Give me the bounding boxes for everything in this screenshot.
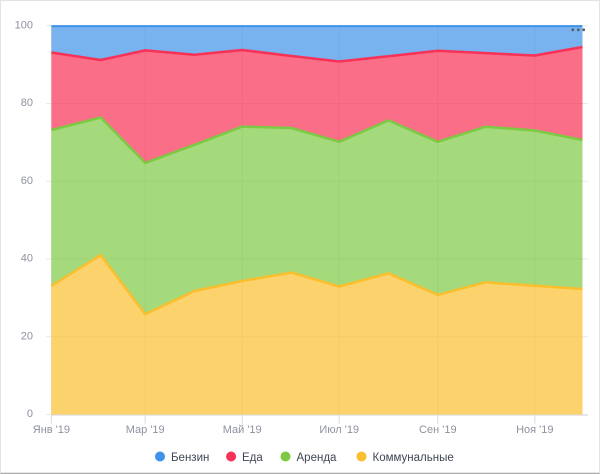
svg-text:Еда: Еда bbox=[242, 452, 263, 464]
svg-text:100: 100 bbox=[15, 19, 33, 31]
svg-text:80: 80 bbox=[21, 97, 33, 109]
svg-text:Бензин: Бензин bbox=[171, 452, 209, 464]
svg-text:Ноя '19: Ноя '19 bbox=[516, 424, 553, 436]
svg-text:Июл '19: Июл '19 bbox=[319, 424, 359, 436]
svg-text:Мар '19: Мар '19 bbox=[126, 424, 165, 436]
svg-text:0: 0 bbox=[27, 408, 33, 420]
svg-text:Сен '19: Сен '19 bbox=[419, 424, 457, 436]
svg-text:40: 40 bbox=[21, 253, 33, 265]
svg-text:Аренда: Аренда bbox=[297, 452, 338, 464]
svg-text:Май '19: Май '19 bbox=[223, 424, 262, 436]
svg-text:Коммунальные: Коммунальные bbox=[373, 452, 454, 464]
svg-text:60: 60 bbox=[21, 175, 33, 187]
svg-text:Янв '19: Янв '19 bbox=[33, 424, 70, 436]
svg-text:20: 20 bbox=[21, 330, 33, 342]
